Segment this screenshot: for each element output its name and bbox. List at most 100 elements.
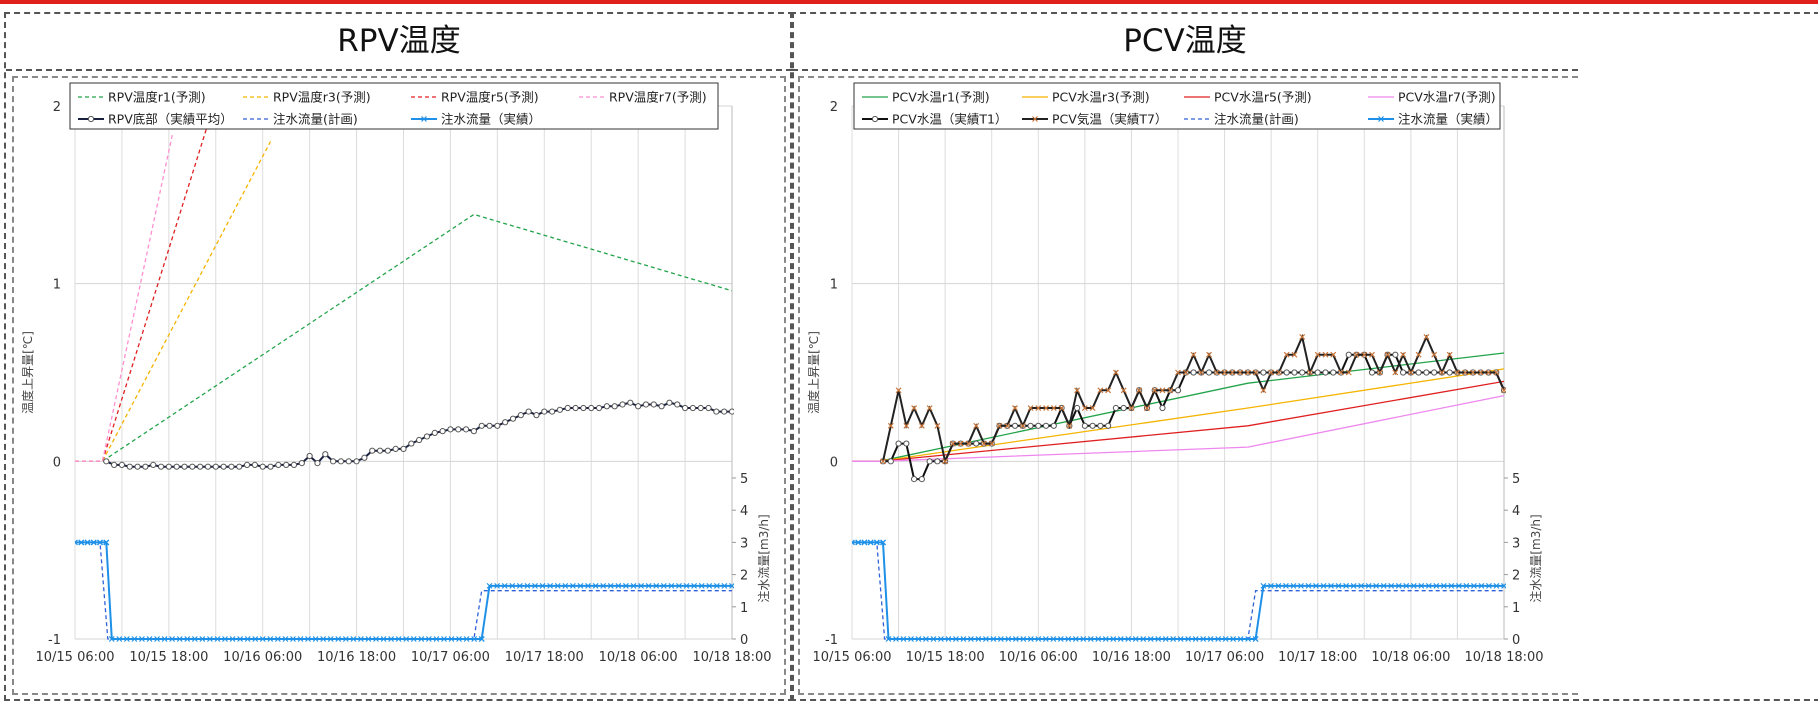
data-point bbox=[1058, 405, 1065, 411]
data-point bbox=[676, 582, 682, 589]
data-point bbox=[1050, 636, 1057, 642]
data-point bbox=[645, 582, 652, 589]
y2-axis-title: 注水流量[m3/h] bbox=[756, 514, 771, 602]
data-point bbox=[706, 582, 713, 589]
data-point bbox=[1110, 636, 1117, 642]
data-point bbox=[1415, 351, 1422, 358]
legend: PCV水温r1(予測) PCV水温r3(予測) PCV水温r5(予測) PCV水温r7… bbox=[853, 82, 1501, 130]
data-point bbox=[681, 404, 689, 412]
data-point bbox=[456, 636, 462, 642]
data-point bbox=[197, 463, 204, 470]
data-point bbox=[1117, 636, 1124, 642]
data-point bbox=[403, 636, 410, 642]
data-point bbox=[173, 463, 180, 470]
data-point bbox=[713, 582, 720, 589]
data-point bbox=[337, 458, 345, 465]
data-point bbox=[1027, 422, 1034, 429]
data-point bbox=[1095, 636, 1102, 642]
data-point bbox=[1043, 405, 1049, 411]
data-point bbox=[1237, 636, 1244, 642]
panel-title: PCV温度 bbox=[792, 14, 1578, 71]
data-point bbox=[1399, 369, 1407, 376]
x-tick-label: 10/15 18:00 bbox=[129, 650, 208, 665]
data-point bbox=[556, 406, 564, 413]
panel-title: RPV温度 bbox=[6, 14, 792, 71]
data-point bbox=[1222, 636, 1229, 642]
data-point bbox=[1097, 422, 1104, 429]
data-point bbox=[111, 461, 118, 468]
plot-area bbox=[75, 123, 734, 642]
data-point bbox=[1112, 404, 1120, 412]
data-point bbox=[509, 415, 517, 422]
data-point bbox=[549, 408, 556, 415]
y2-tick-label: 1 bbox=[1512, 601, 1520, 616]
legend-label: PCV水温r7(予測) bbox=[1398, 90, 1496, 105]
legend-label: 注水流量(計画) bbox=[1214, 112, 1299, 127]
data-point bbox=[1298, 582, 1304, 589]
series-line bbox=[75, 541, 732, 640]
x-tick-label: 10/18 18:00 bbox=[1464, 650, 1543, 665]
data-point bbox=[1042, 636, 1049, 642]
series-line bbox=[852, 541, 1504, 640]
data-point bbox=[243, 461, 251, 468]
y2-tick-label: 4 bbox=[1512, 504, 1520, 519]
data-point bbox=[1462, 369, 1469, 376]
data-point bbox=[1004, 422, 1011, 429]
data-point bbox=[622, 582, 629, 589]
data-point bbox=[539, 582, 546, 589]
y2-tick-label: 3 bbox=[1512, 536, 1520, 551]
data-point bbox=[306, 452, 313, 460]
data-point bbox=[1418, 582, 1425, 589]
data-point bbox=[911, 405, 918, 411]
data-point bbox=[275, 461, 282, 468]
data-point bbox=[592, 582, 599, 589]
data-point bbox=[1089, 422, 1096, 429]
data-point bbox=[729, 582, 734, 589]
data-point bbox=[1120, 404, 1127, 412]
data-point bbox=[1050, 422, 1057, 429]
data-point bbox=[595, 404, 603, 412]
data-point bbox=[1162, 636, 1169, 642]
data-point bbox=[1035, 422, 1042, 429]
data-point bbox=[1392, 369, 1399, 376]
data-point bbox=[1120, 387, 1127, 394]
y-tick-label: 0 bbox=[830, 455, 838, 470]
data-point bbox=[516, 582, 523, 589]
data-point bbox=[627, 399, 634, 406]
data-point bbox=[1501, 582, 1506, 589]
data-point bbox=[1431, 351, 1438, 358]
data-point bbox=[1230, 636, 1237, 642]
data-point bbox=[1388, 582, 1395, 589]
data-point bbox=[1192, 636, 1199, 642]
data-point bbox=[1267, 582, 1274, 589]
data-point bbox=[880, 539, 886, 546]
data-point bbox=[965, 440, 972, 447]
data-point bbox=[1425, 582, 1432, 589]
data-point bbox=[1174, 387, 1182, 394]
data-point bbox=[1455, 582, 1462, 589]
legend-box bbox=[853, 82, 1501, 130]
data-point bbox=[229, 636, 236, 642]
data-point bbox=[554, 582, 561, 589]
data-point bbox=[345, 458, 352, 465]
data-point bbox=[1486, 582, 1492, 589]
data-point bbox=[524, 582, 531, 589]
data-point bbox=[923, 636, 929, 642]
data-point bbox=[1170, 636, 1177, 642]
data-point bbox=[861, 539, 868, 546]
data-point bbox=[1478, 582, 1485, 589]
data-point bbox=[282, 636, 289, 642]
data-point bbox=[357, 636, 364, 642]
data-point bbox=[139, 636, 145, 642]
data-point bbox=[455, 426, 462, 433]
series-line bbox=[75, 132, 174, 462]
data-point bbox=[103, 539, 110, 546]
data-point bbox=[142, 463, 149, 470]
data-point bbox=[400, 445, 407, 452]
data-point bbox=[1198, 369, 1205, 376]
data-point bbox=[1205, 369, 1213, 376]
data-point bbox=[1175, 369, 1181, 376]
data-point bbox=[873, 539, 880, 546]
data-point bbox=[852, 539, 855, 546]
data-point bbox=[259, 636, 266, 642]
